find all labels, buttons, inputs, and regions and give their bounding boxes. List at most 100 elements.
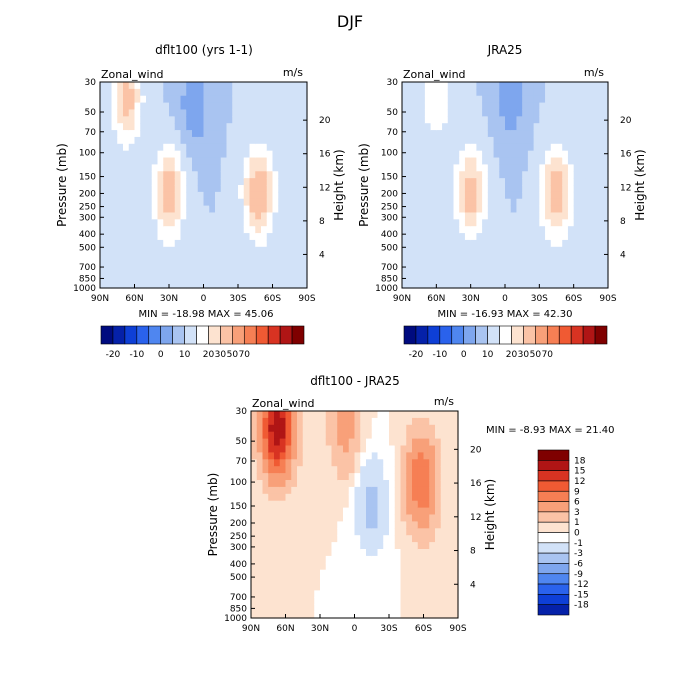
heatmap-cell (436, 226, 443, 234)
heatmap-cell (297, 555, 304, 564)
heatmap-cell (400, 514, 407, 522)
heatmap-cell (348, 611, 356, 619)
heatmap-cell (453, 198, 460, 207)
heatmap-cell (389, 542, 396, 550)
heatmap-cell (343, 604, 350, 612)
heatmap-cell (522, 88, 529, 97)
heatmap-cell (197, 260, 205, 268)
heatmap-cell (556, 102, 563, 111)
heatmap-cell (435, 597, 442, 605)
heatmap-cell (510, 226, 518, 234)
heatmap-cell (459, 212, 466, 220)
heatmap-cell (440, 507, 448, 516)
y-tick-label: 70 (387, 128, 399, 138)
heatmap-cell (180, 82, 187, 90)
heatmap-cell (320, 424, 327, 433)
heatmap-cell (487, 281, 495, 289)
heatmap-cell (429, 480, 436, 488)
heatmap-cell (516, 260, 523, 268)
heatmap-cell (220, 239, 228, 248)
heatmap-cell (424, 233, 432, 241)
heatmap-cell (174, 88, 182, 97)
y-right-tick-label: 4 (470, 580, 476, 590)
heatmap-cell (377, 514, 384, 522)
heatmap-cell (320, 583, 327, 591)
heatmap-cell (111, 253, 118, 262)
heatmap-cell (567, 198, 575, 207)
heatmap-cell (442, 88, 449, 97)
y-tick-label: 850 (381, 274, 398, 284)
heatmap-cell (419, 178, 426, 186)
heatmap-cell (278, 267, 285, 275)
heatmap-cell (453, 143, 460, 152)
colorbar-label: 3 (574, 508, 580, 518)
heatmap-cell (163, 116, 170, 124)
heatmap-cell (220, 191, 228, 200)
heatmap-cell (284, 260, 291, 268)
heatmap-cell (256, 411, 264, 419)
heatmap-cell (585, 239, 592, 248)
heatmap-cell (297, 473, 304, 481)
heatmap-cell (128, 185, 136, 193)
heatmap-cell (337, 445, 344, 453)
heatmap-cell (163, 246, 170, 255)
heatmap-cell (590, 171, 598, 179)
heatmap-cell (527, 219, 535, 227)
heatmap-cell (100, 260, 107, 268)
heatmap-cell (354, 514, 361, 522)
heatmap-cell (314, 528, 321, 536)
heatmap-cell (412, 611, 419, 619)
heatmap-cell (446, 583, 453, 591)
heatmap-cell (278, 157, 285, 165)
heatmap-cell (436, 219, 443, 227)
colorbar-swatch (427, 325, 441, 345)
heatmap-cell (337, 590, 344, 598)
heatmap-cell (278, 88, 285, 97)
heatmap-cell (482, 233, 489, 241)
heatmap-cell (256, 569, 264, 578)
heatmap-cell (487, 116, 495, 124)
heatmap-cell (412, 500, 419, 509)
heatmap-cell (274, 542, 281, 550)
heatmap-cell (533, 205, 540, 214)
heatmap-cell (470, 212, 477, 220)
heatmap-cell (232, 198, 239, 207)
heatmap-cell (377, 486, 384, 495)
y-axis-title: Pressure (mb) (55, 143, 69, 227)
heatmap-cell (197, 246, 205, 255)
heatmap-cell (354, 604, 361, 612)
heatmap-cell (377, 555, 384, 564)
heatmap-cell (487, 212, 495, 220)
heatmap-cell (232, 130, 239, 138)
y-tick-label: 100 (381, 149, 398, 159)
colorbar-swatch (148, 325, 161, 345)
heatmap-cell (272, 267, 279, 275)
heatmap-cell (274, 576, 281, 585)
heatmap-cell (590, 260, 598, 268)
heatmap-cell (459, 274, 466, 282)
heatmap-cell (452, 514, 459, 522)
heatmap-cell (128, 178, 136, 186)
heatmap-cell (406, 604, 413, 612)
heatmap-cell (402, 130, 409, 138)
heatmap-cell (320, 542, 327, 550)
heatmap-cell (499, 233, 506, 241)
heatmap-cell (123, 88, 130, 97)
heatmap-cell (371, 611, 379, 619)
heatmap-cell (289, 205, 297, 214)
heatmap-cell (585, 281, 592, 289)
heatmap-cell (493, 95, 500, 104)
heatmap-cell (430, 212, 437, 220)
heatmap-cell (505, 171, 512, 179)
heatmap-cell (337, 459, 344, 467)
heatmap-cell (550, 116, 558, 124)
heatmap-cell (180, 123, 187, 131)
heatmap-cell (366, 424, 373, 433)
heatmap-cell (562, 123, 569, 131)
heatmap-cell (192, 212, 199, 220)
heatmap-cell (446, 542, 453, 550)
heatmap-cell (220, 143, 228, 152)
heatmap-cell (284, 212, 291, 220)
heatmap-cell (266, 164, 274, 172)
heatmap-cell (436, 253, 443, 262)
